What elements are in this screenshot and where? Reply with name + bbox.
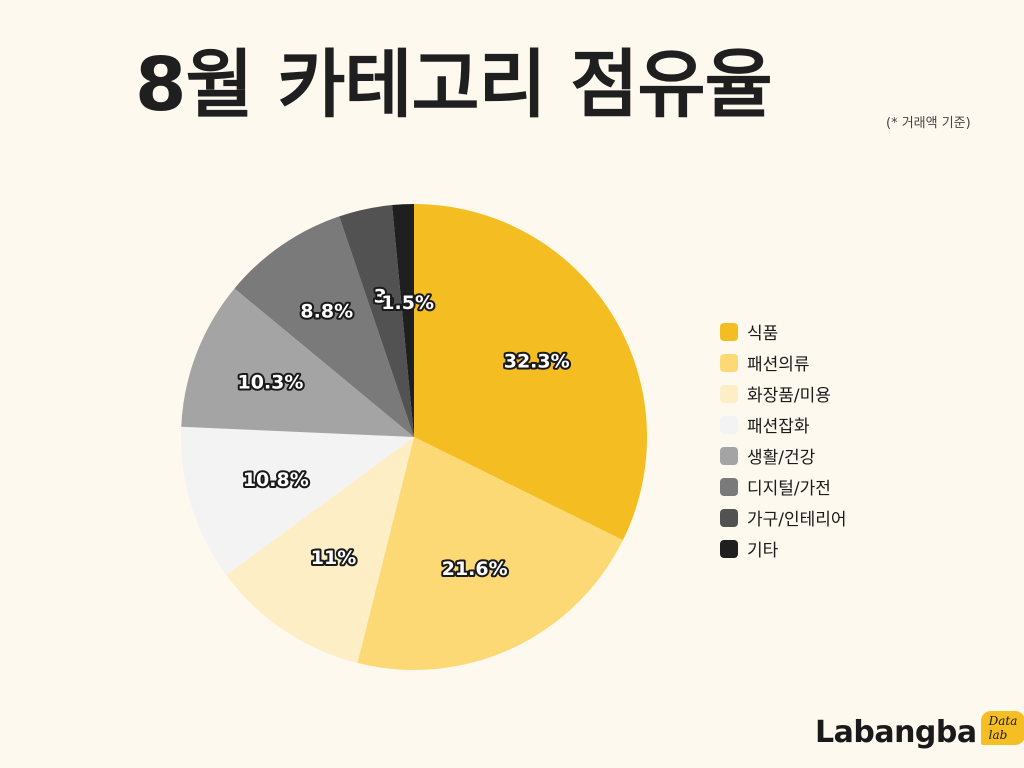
pie-slices [181,204,647,670]
legend-label: 생활/건강 [747,448,816,468]
legend-label: 디지털/가전 [747,479,831,499]
pie-slice-5 [234,216,414,437]
legend-label: 패션잡화 [747,417,810,437]
legend-item-7: 기타 [720,533,847,564]
legend-swatch [720,446,738,465]
legend-item-6: 가구/인테리어 [720,502,847,533]
pie-labels: 32.3% 21.6% 11% 10.8% 10.3% 8.8% 3.1.5% [236,284,572,582]
legend-item-0: 식품 [720,316,847,347]
slice-label-2: 11% [311,547,356,569]
slice-label-0: 32.3% [504,351,570,373]
legend-label: 패션의류 [747,355,810,375]
slice-label-4: 10.3% [238,372,304,394]
pie-slice-3 [181,426,414,576]
legend-swatch [720,539,738,558]
legend-item-4: 생활/건강 [720,440,847,471]
pie-slice-0 [414,204,647,541]
slice-label-3: 10.8% [243,469,309,491]
legend-swatch [720,415,738,434]
pie-slice-6 [339,205,414,437]
chart-subtitle: (* 거래액 기준) [886,116,971,131]
slice-label-5: 8.8% [300,300,353,322]
legend-label: 기타 [747,541,779,561]
brand-tag: Data lab [980,710,1024,745]
legend-item-1: 패션의류 [720,347,847,378]
legend-item-2: 화장품/미용 [720,378,847,409]
pie-slice-7 [392,204,414,437]
legend-item-3: 패션잡화 [720,409,847,440]
legend-swatch [720,322,738,341]
pie-slice-1 [357,437,623,670]
slice-label-7: 1.5% [381,292,434,314]
chart-title: 8월 카테고리 점유율 [135,42,773,128]
legend-label: 가구/인테리어 [747,510,847,530]
legend-label: 화장품/미용 [747,386,831,406]
slice-label-6: 3. [374,286,394,308]
pie-slice-4 [181,288,414,437]
brand-name: Labangba [815,715,977,750]
legend-item-5: 디지털/가전 [720,471,847,502]
legend-label: 식품 [747,324,779,344]
legend-swatch [720,477,738,496]
legend-swatch [720,508,738,527]
pie-slice-2 [226,437,414,664]
legend-swatch [720,353,738,372]
slice-label-1: 21.6% [442,558,508,580]
brand-logo: Labangba Data lab [815,710,1024,750]
legend-swatch [720,384,738,403]
